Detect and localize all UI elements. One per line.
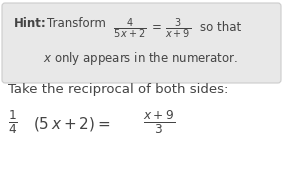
Text: $\frac{3}{x+9}$: $\frac{3}{x+9}$ — [165, 17, 191, 41]
Text: $\frac{4}{5\,x+2}$: $\frac{4}{5\,x+2}$ — [113, 17, 147, 41]
Text: $x$ only appears in the numerator.: $x$ only appears in the numerator. — [44, 50, 239, 67]
Text: $\frac{1}{4}$: $\frac{1}{4}$ — [8, 108, 18, 136]
Text: Hint:: Hint: — [14, 17, 47, 30]
Text: Take the reciprocal of both sides:: Take the reciprocal of both sides: — [8, 83, 228, 96]
Text: $(5\,x+2) =$: $(5\,x+2) =$ — [33, 115, 111, 133]
Text: =: = — [152, 21, 162, 34]
Text: so that: so that — [200, 21, 241, 34]
Text: Transform: Transform — [47, 17, 106, 30]
Text: $\frac{x+9}{3}$: $\frac{x+9}{3}$ — [143, 108, 175, 136]
FancyBboxPatch shape — [2, 3, 281, 83]
